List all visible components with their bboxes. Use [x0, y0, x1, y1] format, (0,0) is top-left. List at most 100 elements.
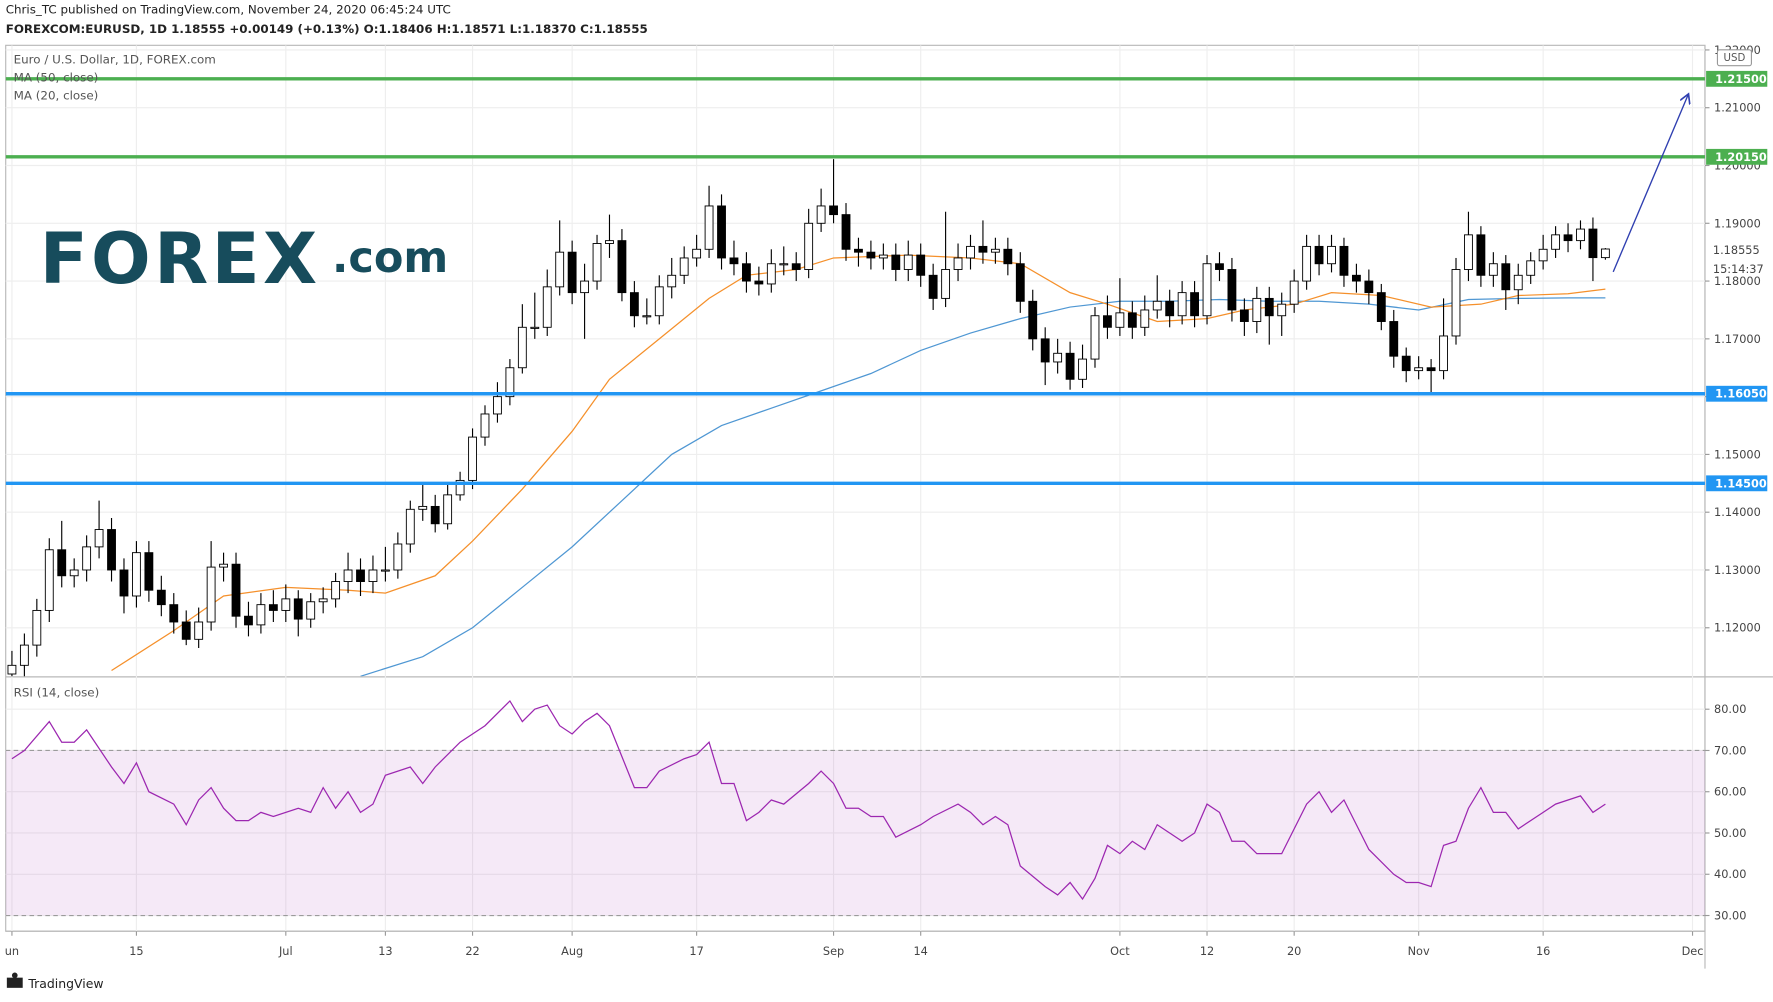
- candle-body: [966, 245, 975, 259]
- candle-body: [1103, 315, 1112, 328]
- candle-body: [717, 205, 726, 259]
- candle-body: [256, 604, 266, 626]
- candle-body: [493, 396, 502, 415]
- candle-body: [1264, 297, 1274, 317]
- candle-body: [742, 263, 751, 282]
- watermark-suffix: .com: [332, 233, 448, 283]
- candle-body: [418, 505, 428, 510]
- price-pane: [5, 77, 1705, 677]
- x-tick-label: Nov: [1408, 944, 1430, 958]
- candle-body: [854, 248, 863, 253]
- candle-body: [1376, 292, 1386, 322]
- candle-body: [107, 529, 116, 571]
- candle-body: [1551, 234, 1561, 250]
- legend-ma20: MA (20, close): [14, 89, 99, 103]
- countdown-label: 15:14:37: [1713, 262, 1764, 276]
- candle-body: [791, 263, 801, 270]
- legend-ma50: MA (50, close): [14, 71, 99, 85]
- candle-body: [617, 240, 627, 294]
- candle-body: [1588, 228, 1598, 259]
- logo-icon: [6, 977, 23, 988]
- candle-body: [293, 598, 303, 620]
- candle-body: [953, 257, 963, 270]
- candle-body: [1339, 245, 1349, 276]
- level-label-box: [1706, 475, 1768, 492]
- candle-body: [841, 214, 851, 250]
- candle-body: [592, 243, 602, 282]
- candle-body: [903, 254, 913, 270]
- x-tick-label: un: [5, 944, 19, 958]
- candle-body: [1140, 309, 1150, 328]
- logo-icon-dot: [11, 972, 18, 979]
- candle-body: [1526, 260, 1536, 276]
- footer-logo: [6, 972, 23, 988]
- candle-body: [1401, 355, 1411, 372]
- candle-body: [368, 569, 378, 582]
- candle-body: [69, 569, 79, 577]
- x-tick-label: Oct: [1110, 944, 1130, 958]
- y-tick-label: 70.00: [1714, 743, 1746, 757]
- x-tick-label: 12: [1200, 944, 1214, 958]
- candle-body: [169, 604, 179, 623]
- candle-body: [692, 248, 702, 259]
- candle-body: [754, 280, 764, 285]
- currency-label: USD: [1724, 53, 1746, 64]
- candle-body: [144, 552, 154, 591]
- candle-body: [605, 240, 614, 244]
- candle-body: [1389, 321, 1399, 357]
- candle-body: [132, 552, 141, 597]
- candle-body: [679, 257, 689, 276]
- indicator-line: [11, 699, 1606, 901]
- watermark-brand: FOREX: [40, 218, 321, 300]
- candle-body: [629, 292, 639, 317]
- level-label-box: [1706, 385, 1768, 402]
- candle-body: [1065, 352, 1075, 380]
- candle-body: [1538, 248, 1548, 262]
- x-tick-label: 14: [914, 944, 928, 958]
- candle-body: [94, 529, 104, 548]
- candle-body: [878, 254, 888, 259]
- candle-body: [1600, 248, 1610, 259]
- candle-body: [990, 248, 1000, 253]
- candle-body: [1513, 274, 1523, 291]
- candle-body: [667, 274, 677, 288]
- y-tick-label: 40.00: [1714, 867, 1746, 881]
- candle-body: [1314, 245, 1324, 265]
- level-label: 1.20150: [1715, 150, 1767, 164]
- candle-body: [194, 621, 204, 640]
- last-price-label: 1.18555: [1713, 243, 1760, 257]
- candle-body: [281, 598, 291, 611]
- candle-body: [766, 263, 776, 285]
- x-tick-label: Jul: [278, 944, 293, 958]
- candle-body: [1451, 269, 1461, 337]
- candle-body: [268, 604, 278, 611]
- candle-body: [642, 315, 652, 318]
- x-tick-label: 22: [465, 944, 479, 958]
- candle-body: [57, 549, 67, 577]
- level-label-box: [1706, 148, 1768, 165]
- x-tick-label: 16: [1536, 944, 1550, 958]
- candle-body: [405, 508, 415, 545]
- candle-body: [978, 245, 988, 253]
- currency-box[interactable]: [1716, 49, 1752, 67]
- y-tick-label: 1.13000: [1714, 563, 1761, 577]
- candle-body: [1327, 245, 1336, 265]
- candle-body: [804, 222, 814, 270]
- candle-body: [1040, 338, 1050, 363]
- footer-brand: TradingView: [27, 976, 103, 991]
- y-tick-label: 1.19000: [1714, 216, 1761, 230]
- candle-body: [1127, 312, 1137, 328]
- indicator-line: [360, 297, 1606, 677]
- candle-body: [555, 251, 565, 288]
- candle-body: [505, 367, 515, 398]
- candle-body: [219, 563, 228, 568]
- candle-body: [156, 589, 166, 606]
- candle-body: [1563, 234, 1573, 242]
- candle-body: [455, 479, 465, 496]
- candle-body: [1015, 263, 1025, 302]
- x-tick-label: 13: [378, 944, 392, 958]
- candle-body: [1414, 367, 1424, 372]
- candle-body: [231, 563, 241, 617]
- candle-body: [704, 205, 714, 250]
- candle-body: [1239, 309, 1249, 322]
